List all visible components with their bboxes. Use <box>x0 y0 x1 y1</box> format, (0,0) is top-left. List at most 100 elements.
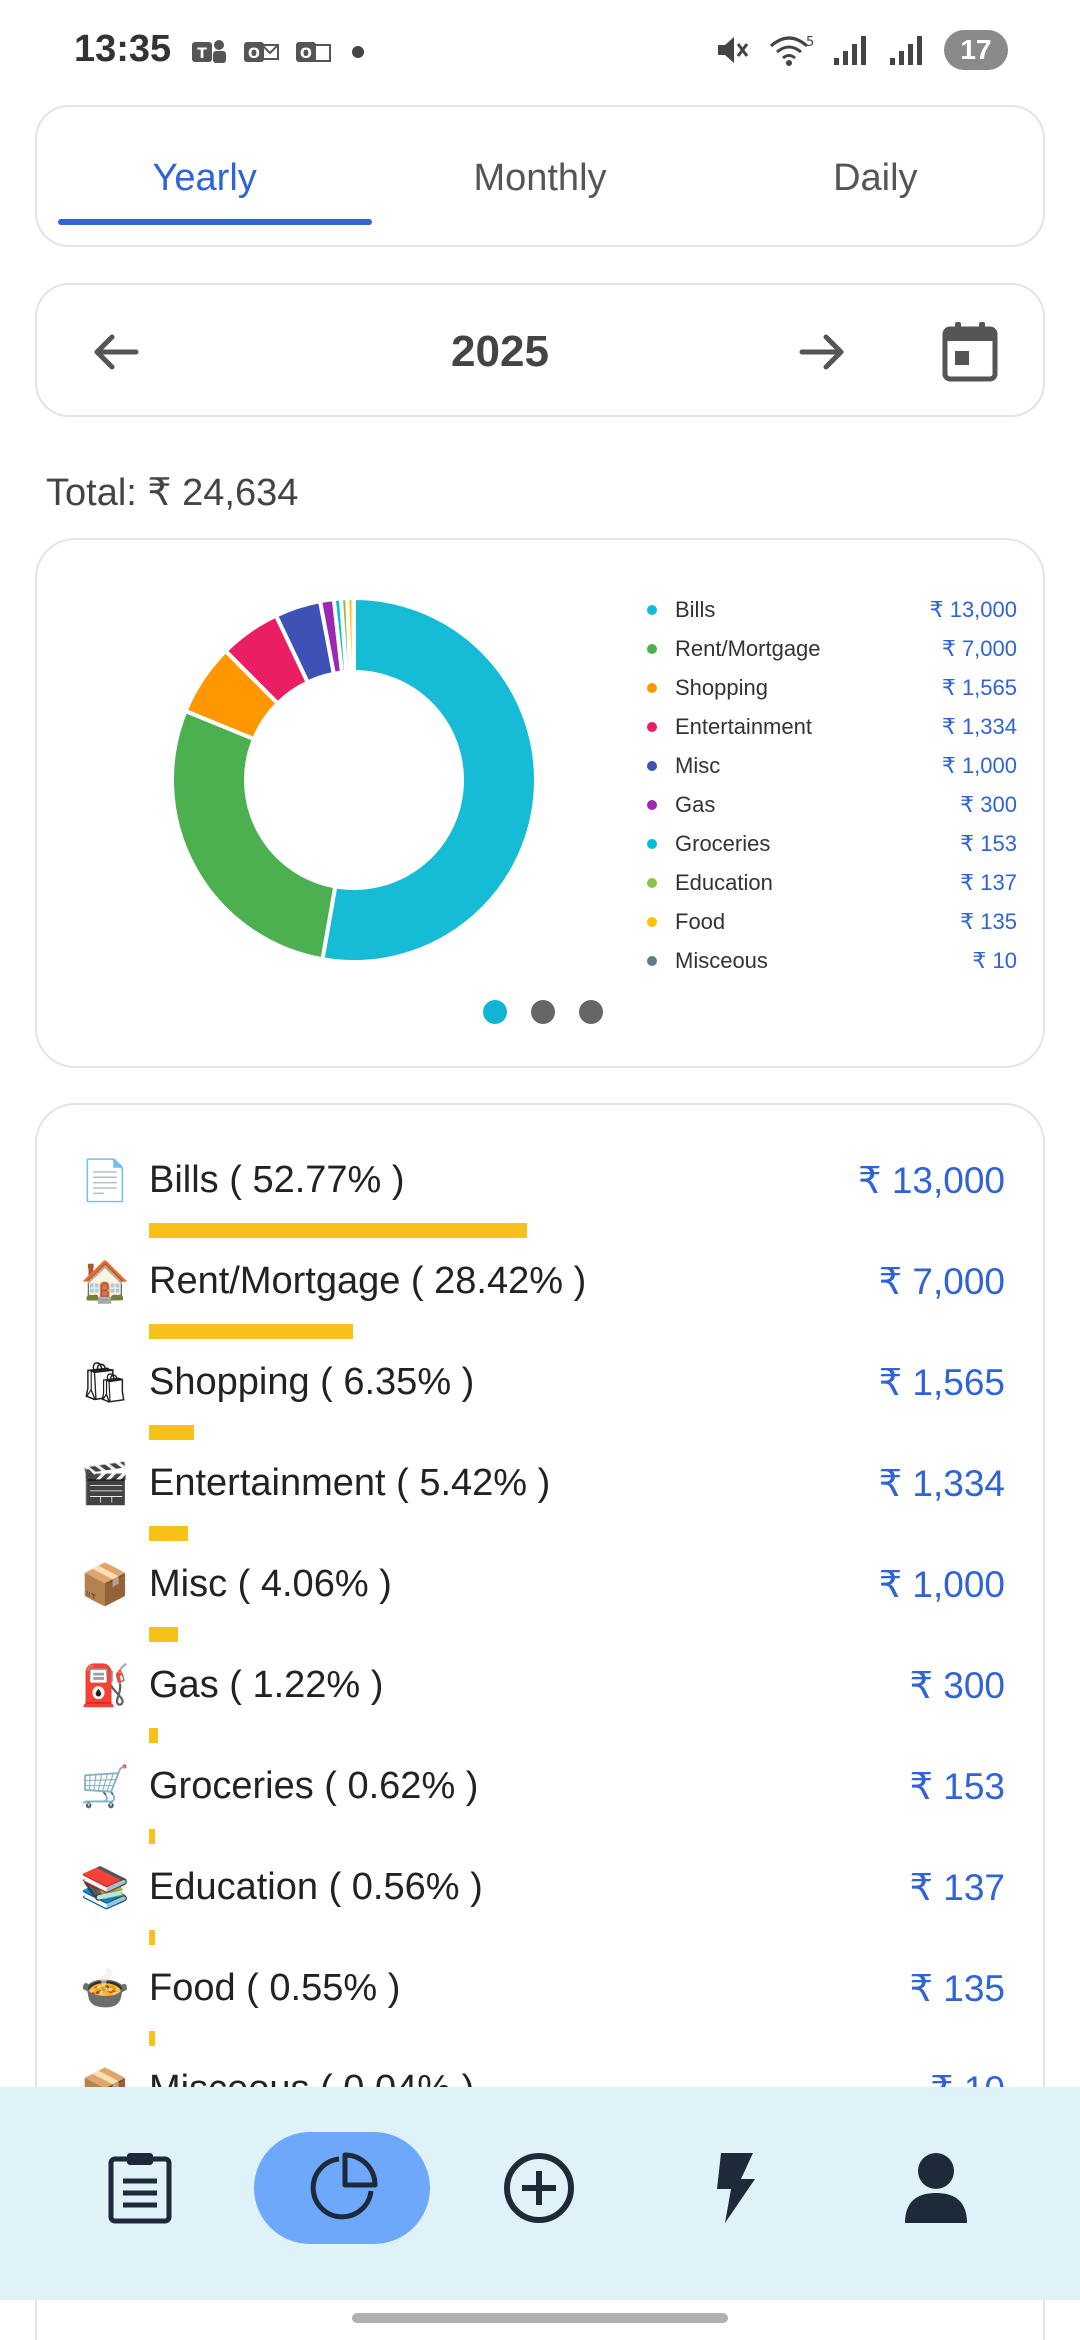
category-share-bar <box>149 2031 155 2046</box>
legend-swatch <box>647 955 657 966</box>
next-year-button[interactable] <box>785 315 859 389</box>
legend-value: ₹ 153 <box>960 830 1017 856</box>
category-label: Groceries ( 0.62% ) <box>149 1765 479 1807</box>
pager-dot[interactable] <box>483 1000 507 1024</box>
legend-value: ₹ 10 <box>972 947 1017 973</box>
category-label: Gas ( 1.22% ) <box>149 1664 384 1706</box>
legend-value: ₹ 1,565 <box>941 674 1017 700</box>
category-label: Education ( 0.56% ) <box>149 1866 483 1908</box>
person-icon <box>905 2153 967 2223</box>
list-item[interactable]: 🍲 Food ( 0.55% ) ₹ 135 <box>37 1913 1043 2046</box>
nav-quick[interactable] <box>676 2132 796 2244</box>
outlook-notification-icon: O <box>244 42 279 62</box>
tab-monthly[interactable]: Monthly <box>473 157 607 199</box>
category-amount: ₹ 1,565 <box>878 1362 1005 1403</box>
category-share-bar <box>149 1627 179 1642</box>
status-bar: 13:35 T O O 5 17 <box>0 0 1080 100</box>
list-item[interactable]: ⛽ Gas ( 1.22% ) ₹ 300 <box>37 1610 1043 1743</box>
donut-slice[interactable] <box>320 595 538 964</box>
nav-transactions[interactable] <box>80 2132 200 2244</box>
pager-dot[interactable] <box>579 1000 603 1024</box>
svg-text:5: 5 <box>806 35 814 50</box>
legend-entry: Rent/Mortgage ₹ 7,000 <box>647 629 1017 668</box>
category-share-bar <box>149 1526 188 1541</box>
legend-swatch <box>647 760 657 771</box>
nav-profile[interactable] <box>876 2132 996 2244</box>
legend-label: Misceous <box>675 947 768 973</box>
legend-label: Shopping <box>675 674 768 700</box>
clipboard-icon <box>108 2153 172 2224</box>
house-icon: 🏠 <box>80 1259 130 1305</box>
pie-chart-icon <box>310 2152 378 2220</box>
list-item[interactable]: 🛒 Groceries ( 0.62% ) ₹ 153 <box>37 1711 1043 1844</box>
legend-value: ₹ 7,000 <box>941 635 1017 661</box>
lightning-icon <box>717 2153 755 2223</box>
list-item[interactable]: 🎬 Entertainment ( 5.42% ) ₹ 1,334 <box>37 1408 1043 1541</box>
category-amount: ₹ 13,000 <box>858 1160 1005 1201</box>
calendar-button[interactable] <box>933 315 1007 389</box>
list-item[interactable]: 📦 Misc ( 4.06% ) ₹ 1,000 <box>37 1509 1043 1642</box>
category-share-bar <box>149 1930 155 1945</box>
bottom-navigation <box>0 2087 1080 2300</box>
home-indicator[interactable] <box>352 2313 728 2323</box>
tab-yearly[interactable]: Yearly <box>37 107 373 245</box>
category-share-bar <box>149 1728 158 1743</box>
previous-year-button[interactable] <box>79 315 153 389</box>
legend-entry: Misceous ₹ 10 <box>647 941 1017 980</box>
category-label: Misc ( 4.06% ) <box>149 1563 392 1605</box>
legend-swatch <box>647 721 657 732</box>
legend-label: Gas <box>675 791 716 817</box>
category-share-bar <box>149 1324 353 1339</box>
add-circle-icon <box>504 2153 574 2223</box>
legend-value: ₹ 300 <box>960 791 1017 817</box>
tab-daily[interactable]: Daily <box>833 157 918 199</box>
legend-entry: Bills ₹ 13,000 <box>647 590 1017 629</box>
legend-label: Food <box>675 908 726 934</box>
status-time: 13:35 <box>74 28 172 70</box>
wifi-icon: 5 <box>770 35 814 66</box>
list-item[interactable]: 🏠 Rent/Mortgage ( 28.42% ) ₹ 7,000 <box>37 1206 1043 1339</box>
category-amount: ₹ 1,000 <box>878 1564 1005 1605</box>
signal-1-icon <box>834 36 866 65</box>
period-tabs: Yearly Monthly Daily <box>35 105 1045 247</box>
shopping-bags-icon: 🛍 <box>79 1360 131 1406</box>
teams-notification-icon: T <box>192 40 226 63</box>
list-item[interactable]: 📚 Education ( 0.56% ) ₹ 137 <box>37 1812 1043 1945</box>
legend-swatch <box>647 838 657 849</box>
list-item[interactable]: 🛍 Shopping ( 6.35% ) ₹ 1,565 <box>37 1307 1043 1440</box>
list-item[interactable]: 📄 Bills ( 52.77% ) ₹ 13,000 <box>37 1105 1043 1238</box>
document-icon: 📄 <box>80 1158 130 1204</box>
category-amount: ₹ 153 <box>909 1766 1005 1807</box>
category-share-bar <box>149 1223 527 1238</box>
legend-entry: Education ₹ 137 <box>647 863 1017 902</box>
legend-entry: Shopping ₹ 1,565 <box>647 668 1017 707</box>
svg-text:T: T <box>197 46 207 62</box>
legend-value: ₹ 1,334 <box>941 713 1017 739</box>
chart-card: Bills ₹ 13,000 Rent/Mortgage ₹ 7,000 Shoppin… <box>35 538 1045 1068</box>
nav-statistics[interactable] <box>254 2132 430 2244</box>
total-amount: Total: ₹ 24,634 <box>46 472 299 514</box>
legend-label: Rent/Mortgage <box>675 635 821 661</box>
legend-swatch <box>647 643 657 654</box>
category-amount: ₹ 7,000 <box>878 1261 1005 1302</box>
category-label: Entertainment ( 5.42% ) <box>149 1462 551 1504</box>
mute-icon <box>718 37 749 63</box>
pager-dot[interactable] <box>531 1000 555 1024</box>
legend-swatch <box>647 916 657 927</box>
legend-label: Entertainment <box>675 713 812 739</box>
category-label: Bills ( 52.77% ) <box>149 1159 405 1201</box>
arrow-right-icon <box>799 334 844 370</box>
signal-2-icon <box>890 36 922 65</box>
legend-entry: Misc ₹ 1,000 <box>647 746 1017 785</box>
legend-swatch <box>647 604 657 615</box>
legend-entry: Entertainment ₹ 1,334 <box>647 707 1017 746</box>
legend-entry: Food ₹ 135 <box>647 902 1017 941</box>
legend-value: ₹ 1,000 <box>941 752 1017 778</box>
legend-value: ₹ 137 <box>960 869 1017 895</box>
legend-label: Groceries <box>675 830 771 856</box>
legend-value: ₹ 135 <box>960 908 1017 934</box>
year-selector: 2025 <box>35 283 1045 417</box>
legend-label: Education <box>675 869 773 895</box>
chart-pager <box>483 1000 603 1024</box>
nav-add[interactable] <box>479 2132 599 2244</box>
